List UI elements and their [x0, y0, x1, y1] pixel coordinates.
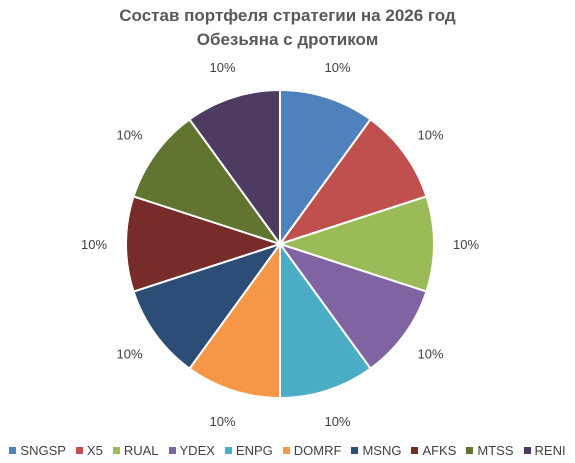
pie-slice-sngsp: [279, 88, 372, 248]
legend-item-reni: RENI: [523, 443, 566, 458]
legend-label: AFKS: [422, 443, 457, 458]
legend-swatch: [75, 447, 83, 454]
chart-legend: SNGSP X5 RUAL YDEX ENPG DOMRF MSNG AFKS MTSS RENI: [0, 443, 575, 458]
legend-swatch: [9, 447, 17, 454]
legend-swatch: [112, 447, 120, 454]
legend-label: SNGSP: [20, 443, 66, 458]
legend-item-afks: AFKS: [411, 443, 456, 458]
legend-swatch: [282, 447, 290, 454]
data-label-mtss: 10%: [116, 128, 142, 143]
pie-slice-ydex: [277, 242, 428, 370]
pie-slice-reni: [188, 88, 281, 248]
data-label-ydex: 10%: [417, 346, 443, 361]
legend-swatch: [351, 447, 359, 454]
pie-slice-mtss: [132, 118, 283, 246]
legend-item-rual: RUAL: [112, 443, 159, 458]
legend-item-sngsp: SNGSP: [9, 443, 66, 458]
data-label-reni: 10%: [209, 60, 235, 75]
legend-label: RENI: [534, 443, 566, 458]
legend-swatch: [411, 447, 419, 454]
data-label-x5: 10%: [417, 128, 443, 143]
legend-item-enpg: ENPG: [224, 443, 273, 458]
legend-label: MTSS: [477, 443, 514, 458]
data-label-enpg: 10%: [324, 414, 350, 429]
chart-title-block: Состав портфеля стратегии на 2026 год Об…: [0, 4, 575, 52]
data-label-rual: 10%: [453, 237, 479, 252]
chart-title: Состав портфеля стратегии на 2026 год: [119, 6, 456, 25]
pie-slice-domrf: [188, 240, 281, 400]
legend-label: MSNG: [362, 443, 402, 458]
legend-swatch: [168, 447, 176, 454]
pie-slice-enpg: [279, 240, 372, 400]
legend-swatch: [466, 447, 474, 454]
pie-slice-msng: [132, 242, 283, 370]
legend-swatch: [523, 447, 531, 454]
data-label-sngsp: 10%: [324, 60, 350, 75]
pie-slice-x5: [277, 118, 428, 246]
data-label-domrf: 10%: [209, 414, 235, 429]
legend-item-mtss: MTSS: [466, 443, 514, 458]
legend-label: RUAL: [123, 443, 159, 458]
pie-slice-rual: [276, 195, 435, 293]
legend-label: YDEX: [179, 443, 215, 458]
legend-item-msng: MSNG: [351, 443, 401, 458]
data-label-msng: 10%: [116, 346, 142, 361]
chart-subtitle: Обезьяна с дротиком: [196, 30, 379, 49]
legend-item-x5: X5: [75, 443, 103, 458]
data-label-afks: 10%: [81, 237, 107, 252]
legend-item-ydex: YDEX: [168, 443, 215, 458]
pie-slice-afks: [125, 195, 284, 293]
legend-item-domrf: DOMRF: [282, 443, 342, 458]
legend-label: DOMRF: [293, 443, 342, 458]
legend-label: ENPG: [235, 443, 273, 458]
legend-swatch: [224, 447, 232, 454]
legend-label: X5: [86, 443, 103, 458]
